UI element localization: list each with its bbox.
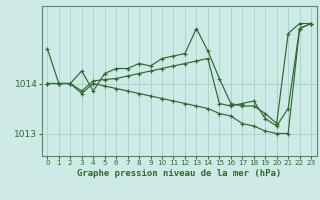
X-axis label: Graphe pression niveau de la mer (hPa): Graphe pression niveau de la mer (hPa) [77,169,281,178]
